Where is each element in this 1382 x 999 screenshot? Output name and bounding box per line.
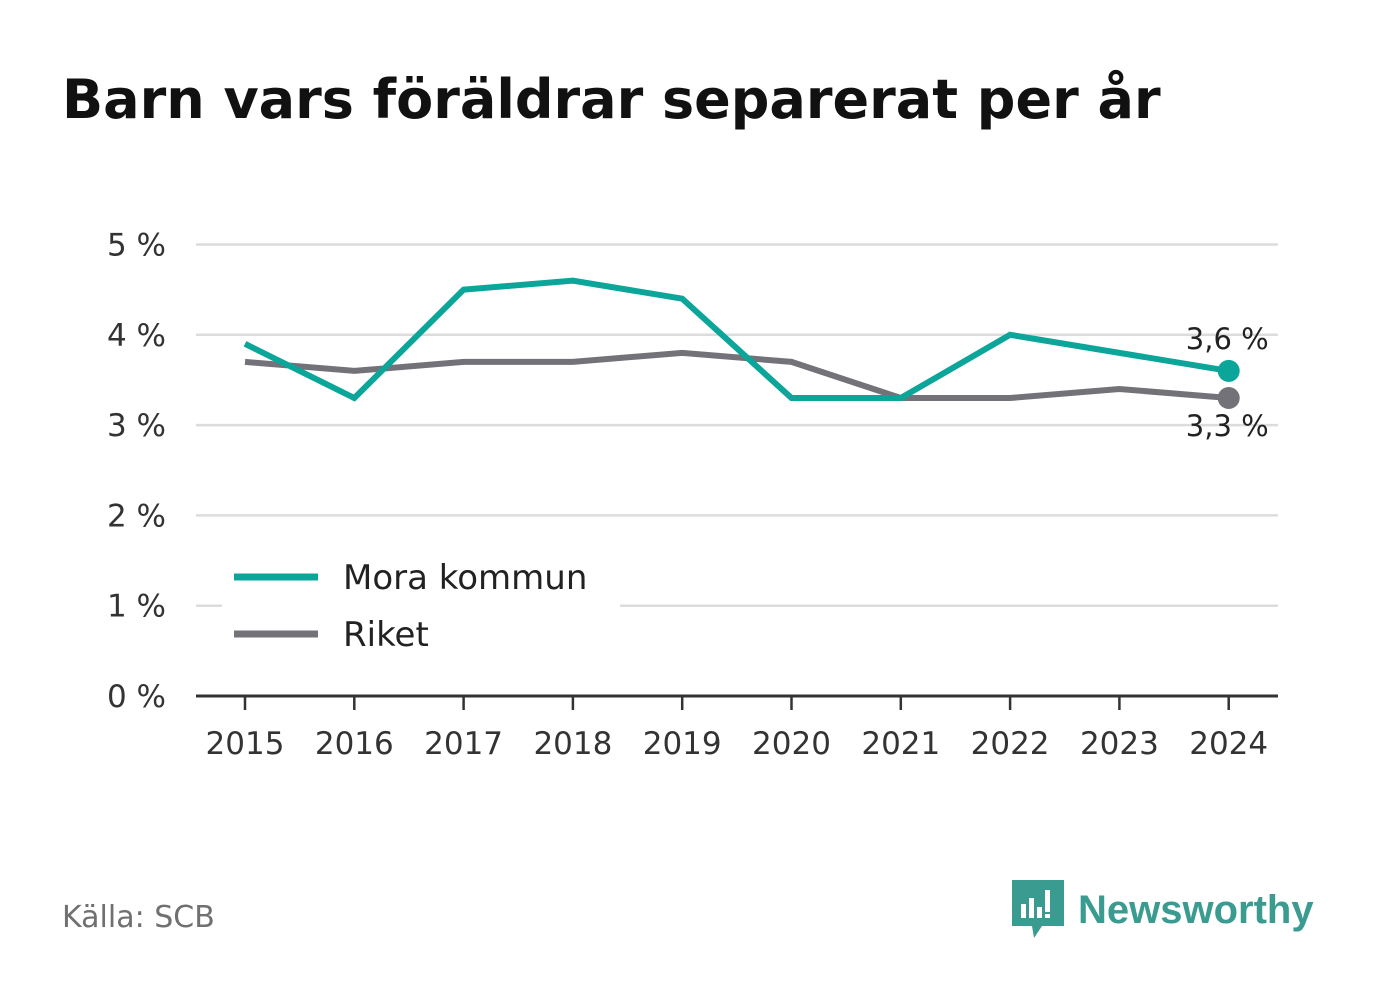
series-line-riket [244,349,1229,402]
brand-name: Newsworthy [1078,887,1314,932]
end-label: 3,6 % [1186,322,1269,356]
end-point-mora [1217,359,1240,382]
legend-label: Riket [343,615,429,655]
source-note: Källa: SCB [62,900,215,935]
y-tick-label: 4 % [107,318,166,354]
x-tick-label: 2019 [643,726,722,762]
y-axis-ticks: 0 % 1 % 2 % 3 % 4 % 5 % [107,228,166,716]
legend-box [222,548,620,666]
x-tick-label: 2021 [861,726,940,762]
end-labels: 3,6 % 3,3 % [1186,322,1269,443]
x-tick-label: 2016 [315,726,394,762]
y-tick-label: 2 % [107,498,166,534]
y-tick-label: 3 % [107,408,166,444]
x-tick-label: 2018 [533,726,612,762]
y-tick-label: 5 % [107,228,166,264]
legend-label: Mora kommun [343,558,587,598]
x-tick-label: 2020 [752,726,831,762]
end-point-riket [1217,387,1240,410]
series-line-mora [243,277,1230,402]
newsworthy-logo-icon [1012,880,1064,938]
x-tick-label: 2023 [1080,726,1159,762]
chart-title: Barn vars föräldrar separerat per år [62,68,1161,131]
x-tick-label: 2015 [206,726,285,762]
end-label: 3,3 % [1186,409,1269,443]
series-lines [243,277,1240,410]
x-tick-label: 2024 [1189,726,1268,762]
legend: Mora kommun Riket [222,548,620,666]
x-tick-label: 2017 [424,726,503,762]
y-tick-label: 0 % [107,679,166,715]
x-tick-label: 2022 [971,726,1050,762]
brand-logo: Newsworthy [1012,880,1314,940]
y-tick-label: 1 % [107,589,166,625]
x-axis-ticks: 2015 2016 2017 2018 2019 2020 2021 2022 2023 2024 [206,696,1268,762]
